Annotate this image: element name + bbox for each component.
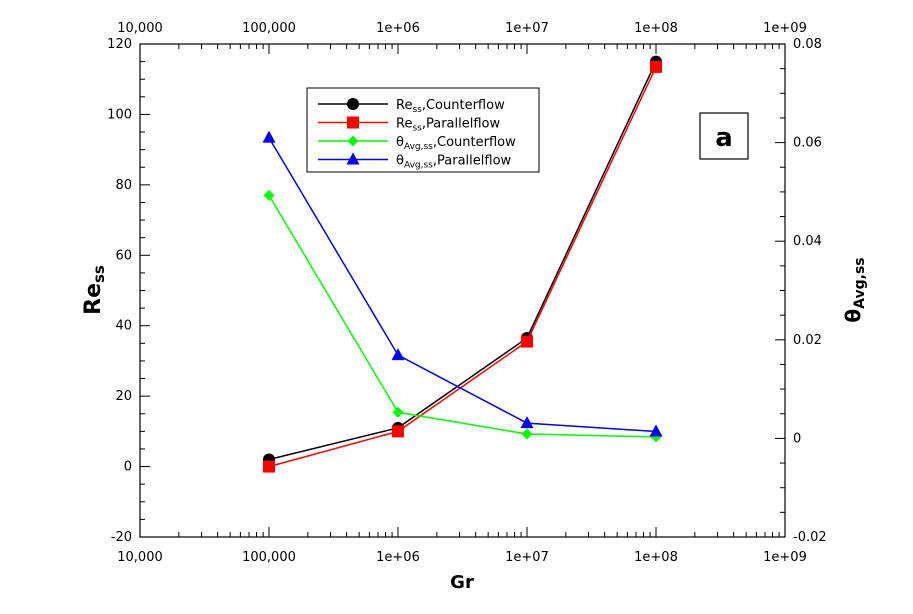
y-right-tick-label: 0	[793, 431, 801, 446]
y-left-tick-label: 100	[107, 107, 132, 122]
y-left-tick-label: 60	[115, 248, 132, 263]
x-tick-label-bottom: 10,000	[117, 550, 163, 565]
y-axis-title-right-main: θ	[841, 309, 865, 323]
x-tick-label-top: 1e+08	[634, 21, 678, 36]
legend-frame	[306, 87, 540, 173]
y-right-tick-label: 0.04	[793, 234, 822, 249]
x-tick-label-bottom: 100,000	[242, 550, 296, 565]
svg-text:Ress: Ress	[81, 265, 108, 315]
x-axis-title: Gr	[450, 572, 474, 593]
series-line-re-counterflow	[268, 61, 657, 461]
legend: Ress,CounterflowRess,ParallelflowθAvg,ss…	[306, 87, 540, 173]
x-tick-label-bottom: 1e+09	[763, 550, 807, 565]
legend-label: θAvg,ss,Parallelflow	[396, 154, 512, 171]
legend-entry-re-counterflow: Ress,Counterflow	[318, 98, 505, 115]
data-point-re-parallelflow	[650, 60, 662, 73]
y-left-tick-label: 80	[115, 178, 132, 193]
y-axis-title-right-sub: Avg,ss	[852, 257, 868, 308]
tick-labels: 10,000 10,000 100,000 100,000 1e+06 1e+06 1e+0…	[107, 21, 826, 565]
data-point-theta-parallelflow	[391, 348, 405, 361]
data-point-theta-parallelflow	[649, 424, 663, 437]
data-point-theta-counterflow	[521, 428, 533, 440]
y-axis-title-left-main: Re	[81, 283, 106, 315]
series-line-theta-counterflow	[268, 195, 657, 438]
y-axis-title-right: θAvg,ss	[841, 257, 868, 322]
y-axis-title-left-sub: ss	[90, 265, 108, 283]
x-tick-label-bottom: 1e+08	[634, 550, 678, 565]
series-layer	[262, 55, 663, 473]
x-tick-label-top: 1e+06	[376, 21, 420, 36]
y-right-tick-label: 0.06	[793, 136, 822, 151]
legend-marker	[347, 98, 359, 110]
legend-entry-theta-parallelflow: θAvg,ss,Parallelflow	[318, 152, 512, 171]
x-tick-label-bottom: 1e+06	[376, 550, 420, 565]
panel-label: a	[715, 123, 733, 153]
svg-text:θAvg,ss: θAvg,ss	[841, 257, 868, 322]
x-tick-label-bottom: 1e+07	[505, 550, 549, 565]
y-left-tick-label: 0	[124, 460, 132, 475]
data-point-theta-parallelflow	[262, 130, 276, 143]
y-right-tick-label: 0.08	[793, 37, 822, 52]
x-tick-label-top: 100,000	[242, 21, 296, 36]
series-re-parallelflow	[263, 60, 662, 473]
data-point-theta-counterflow	[392, 406, 404, 418]
y-right-tick-label: -0.02	[793, 530, 827, 545]
y-left-tick-label: -20	[111, 530, 132, 545]
ticks	[139, 43, 786, 538]
panel-label-frame	[699, 112, 749, 160]
y-right-tick-label: 0.02	[793, 333, 822, 348]
legend-label: Ress,Counterflow	[396, 98, 505, 115]
x-tick-label-top: 10,000	[117, 21, 163, 36]
legend-entry-re-parallelflow: Ress,Parallelflow	[318, 116, 500, 134]
legend-label: Ress,Parallelflow	[396, 117, 500, 134]
x-tick-label-top: 1e+09	[763, 21, 807, 36]
legend-marker	[346, 152, 360, 165]
legend-entry-theta-counterflow: θAvg,ss,Counterflow	[318, 135, 516, 152]
data-point-theta-parallelflow	[520, 416, 534, 429]
y-left-tick-label: 120	[107, 37, 132, 52]
data-point-re-parallelflow	[521, 335, 533, 348]
legend-label: θAvg,ss,Counterflow	[396, 135, 516, 152]
data-point-re-parallelflow	[263, 460, 275, 473]
y-left-tick-label: 40	[115, 319, 132, 334]
series-theta-parallelflow	[262, 130, 663, 437]
y-left-tick-label: 20	[115, 389, 132, 404]
data-point-re-parallelflow	[392, 425, 404, 438]
x-tick-label-top: 1e+07	[505, 21, 549, 36]
data-point-theta-counterflow	[263, 189, 275, 201]
legend-marker	[347, 135, 359, 147]
series-line-re-parallelflow	[268, 66, 657, 468]
legend-marker	[347, 116, 359, 129]
y-axis-title-left: Ress	[81, 265, 108, 315]
panel-label-box: a	[699, 112, 749, 160]
series-line-theta-parallelflow	[268, 137, 657, 433]
